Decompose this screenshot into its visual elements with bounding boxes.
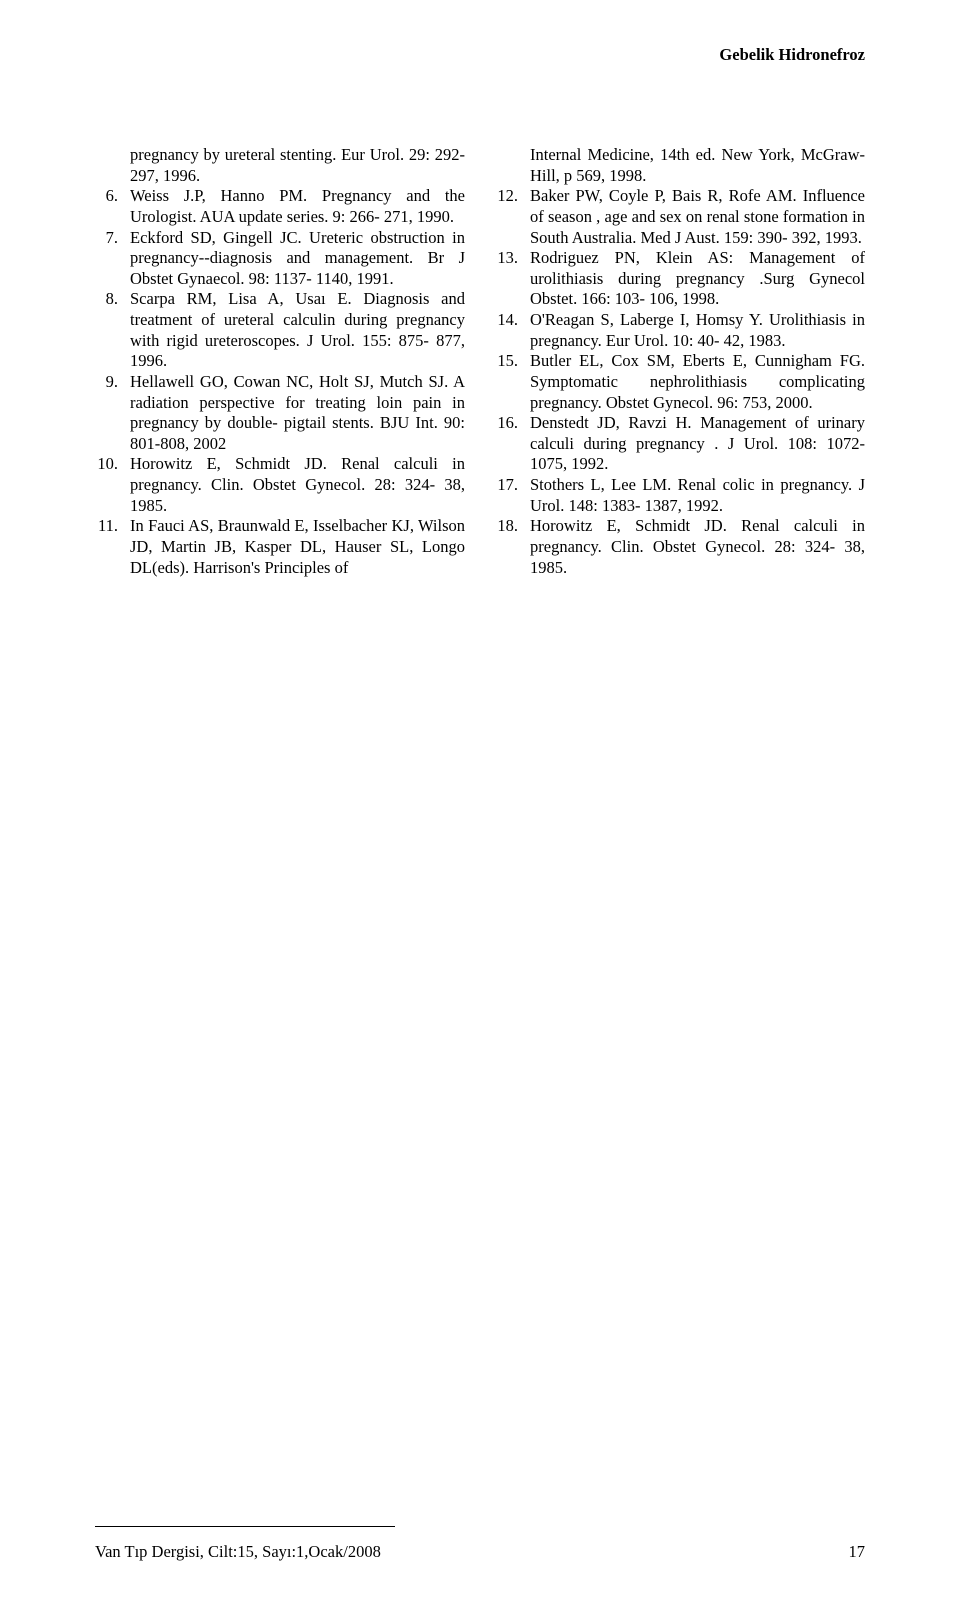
main-content: pregnancy by ureteral stenting. Eur Urol…	[95, 145, 865, 578]
reference-number: 12.	[495, 186, 530, 248]
reference-item: 11.In Fauci AS, Braunwald E, Isselbacher…	[95, 516, 465, 578]
reference-text: Baker PW, Coyle P, Bais R, Rofe AM. Infl…	[530, 186, 865, 248]
header-title: Gebelik Hidronefroz	[719, 45, 865, 64]
reference-text: Horowitz E, Schmidt JD. Renal calculi in…	[530, 516, 865, 578]
reference-item: 14.O'Reagan S, Laberge I, Homsy Y. Uroli…	[495, 310, 865, 351]
reference-number: 11.	[95, 516, 130, 578]
journal-info: Van Tıp Dergisi, Cilt:15, Sayı:1,Ocak/20…	[95, 1542, 381, 1562]
reference-number: 16.	[495, 413, 530, 475]
page-number: 17	[849, 1542, 866, 1562]
reference-item: 12.Baker PW, Coyle P, Bais R, Rofe AM. I…	[495, 186, 865, 248]
reference-number: 14.	[495, 310, 530, 351]
reference-text: Butler EL, Cox SM, Eberts E, Cunnigham F…	[530, 351, 865, 413]
reference-number: 7.	[95, 228, 130, 290]
reference-number: 15.	[495, 351, 530, 413]
reference-item: 8.Scarpa RM, Lisa A, Usaı E. Diagnosis a…	[95, 289, 465, 372]
reference-item: 9.Hellawell GO, Cowan NC, Holt SJ, Mutch…	[95, 372, 465, 455]
reference-text: Horowitz E, Schmidt JD. Renal calculi in…	[130, 454, 465, 516]
reference-text: Eckford SD, Gingell JC. Ureteric obstruc…	[130, 228, 465, 290]
reference-item: 10.Horowitz E, Schmidt JD. Renal calculi…	[95, 454, 465, 516]
reference-item: 17.Stothers L, Lee LM. Renal colic in pr…	[495, 475, 865, 516]
reference-text: Weiss J.P, Hanno PM. Pregnancy and the U…	[130, 186, 465, 227]
reference-text: In Fauci AS, Braunwald E, Isselbacher KJ…	[130, 516, 465, 578]
reference-item: 18.Horowitz E, Schmidt JD. Renal calculi…	[495, 516, 865, 578]
reference-item: 16.Denstedt JD, Ravzi H. Management of u…	[495, 413, 865, 475]
reference-number: 13.	[495, 248, 530, 310]
reference-text: Denstedt JD, Ravzi H. Management of urin…	[530, 413, 865, 475]
right-column: Internal Medicine, 14th ed. New York, Mc…	[495, 145, 865, 578]
left-column: pregnancy by ureteral stenting. Eur Urol…	[95, 145, 465, 578]
reference-number: 6.	[95, 186, 130, 227]
footer: Van Tıp Dergisi, Cilt:15, Sayı:1,Ocak/20…	[95, 1542, 865, 1562]
running-header: Gebelik Hidronefroz	[719, 45, 865, 65]
reference-number: 17.	[495, 475, 530, 516]
reference-text: Scarpa RM, Lisa A, Usaı E. Diagnosis and…	[130, 289, 465, 372]
reference-text: Rodriguez PN, Klein AS: Management of ur…	[530, 248, 865, 310]
footer-rule	[95, 1526, 395, 1527]
reference-item: 13.Rodriguez PN, Klein AS: Management of…	[495, 248, 865, 310]
reference-item: 6.Weiss J.P, Hanno PM. Pregnancy and the…	[95, 186, 465, 227]
reference-number: 8.	[95, 289, 130, 372]
reference-text: O'Reagan S, Laberge I, Homsy Y. Urolithi…	[530, 310, 865, 351]
reference-item: 15.Butler EL, Cox SM, Eberts E, Cunnigha…	[495, 351, 865, 413]
reference-number: 18.	[495, 516, 530, 578]
ref-continuation: pregnancy by ureteral stenting. Eur Urol…	[95, 145, 465, 186]
reference-item: 7.Eckford SD, Gingell JC. Ureteric obstr…	[95, 228, 465, 290]
reference-text: Stothers L, Lee LM. Renal colic in pregn…	[530, 475, 865, 516]
reference-number: 9.	[95, 372, 130, 455]
reference-text: Hellawell GO, Cowan NC, Holt SJ, Mutch S…	[130, 372, 465, 455]
ref-continuation: Internal Medicine, 14th ed. New York, Mc…	[495, 145, 865, 186]
reference-number: 10.	[95, 454, 130, 516]
